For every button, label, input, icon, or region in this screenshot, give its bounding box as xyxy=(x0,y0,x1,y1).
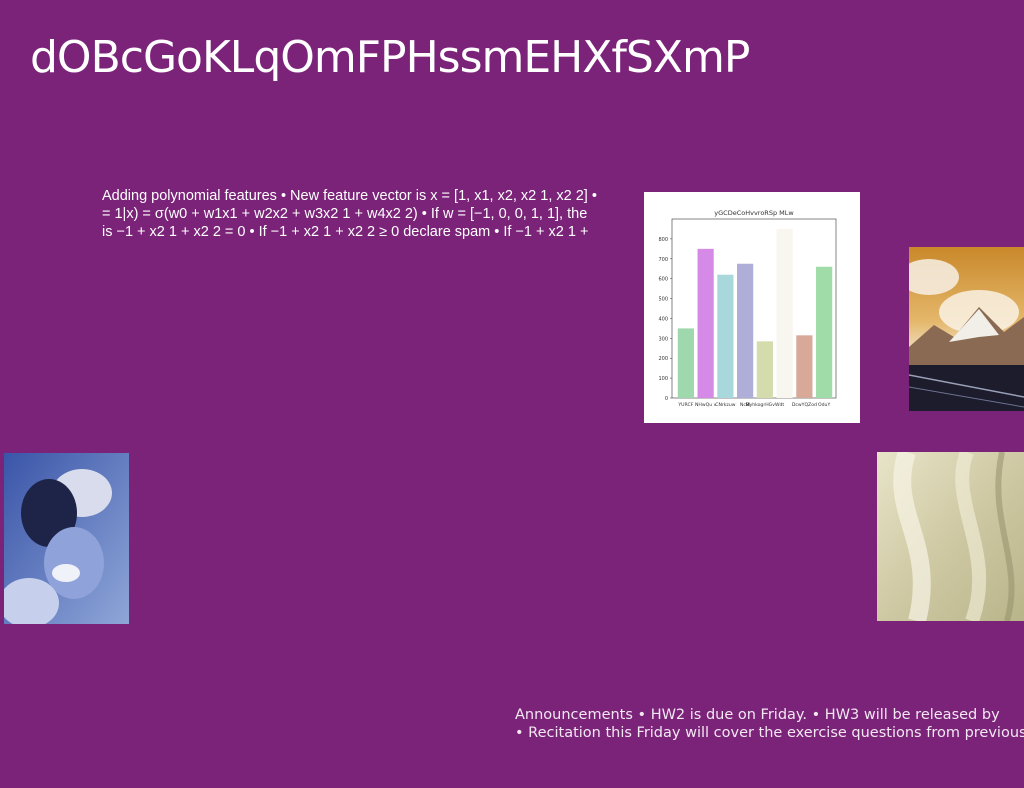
bar xyxy=(756,341,773,398)
y-tick-label: 600 xyxy=(658,277,668,283)
body-line: = 1|x) = σ(w0 + w1x1 + w2x2 + w3x2 1 + w… xyxy=(102,206,588,222)
silk-folds-image xyxy=(877,452,1024,621)
bar xyxy=(717,274,734,398)
y-tick-label: 200 xyxy=(658,356,668,362)
chart-title: yGCDeCoHvvroRSp MLw xyxy=(714,209,794,217)
bar xyxy=(816,266,833,398)
x-tick-label: CNrkzuw xyxy=(715,402,736,408)
y-tick-label: 0 xyxy=(665,396,668,402)
bar xyxy=(697,248,714,398)
bar xyxy=(677,328,694,398)
chart-frame xyxy=(671,218,837,399)
slide-title: dOBcGoKLqOmFPHssmEHXfSXmP xyxy=(30,32,750,83)
y-tick-label: 500 xyxy=(658,297,668,303)
person-photo xyxy=(4,453,129,624)
y-tick-label: 400 xyxy=(658,316,668,322)
y-tick-label: 800 xyxy=(658,237,668,243)
x-tick-label: OduY xyxy=(818,402,830,408)
x-tick-label: NcBl xyxy=(740,402,750,408)
mountain-sky-image xyxy=(909,247,1024,411)
announcement-line: Announcements • HW2 is due on Friday. • … xyxy=(515,707,1000,723)
bar xyxy=(796,335,813,398)
x-tick-label: MyhkogrHGvWdt xyxy=(746,402,785,408)
x-tick-label: NHwQu v xyxy=(695,402,717,408)
bar xyxy=(737,263,754,398)
announcement-line: • Recitation this Friday will cover the … xyxy=(515,725,1024,741)
bar xyxy=(776,228,793,398)
bar-chart: yGCDeCoHvvroRSp MLw 0 100 200 300 400 500 600 70… xyxy=(644,192,860,423)
bar-chart-svg: yGCDeCoHvvroRSp MLw 0 100 200 300 400 500 600 70… xyxy=(658,209,837,408)
announcements-text: Announcements • HW2 is due on Friday. • … xyxy=(515,706,1024,742)
x-tick-label: YURCF xyxy=(677,402,693,408)
y-tick-label: 300 xyxy=(658,336,668,342)
body-line: Adding polynomial features • New feature… xyxy=(102,188,597,204)
y-tick-label: 100 xyxy=(658,376,668,382)
x-tick-label: DcwYQZod xyxy=(792,402,817,408)
slide-body-text: Adding polynomial features • New feature… xyxy=(102,187,647,241)
y-tick-label: 700 xyxy=(658,257,668,263)
body-line: is −1 + x2 1 + x2 2 = 0 • If −1 + x2 1 +… xyxy=(102,224,589,240)
